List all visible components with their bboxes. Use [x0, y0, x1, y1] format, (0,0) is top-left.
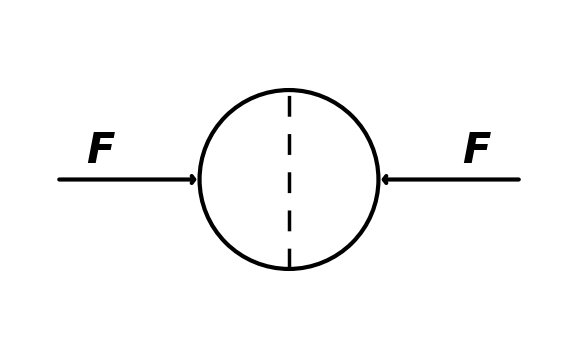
Text: $\boldsymbol{F}$: $\boldsymbol{F}$: [462, 130, 492, 172]
Text: $\boldsymbol{F}$: $\boldsymbol{F}$: [86, 130, 116, 172]
